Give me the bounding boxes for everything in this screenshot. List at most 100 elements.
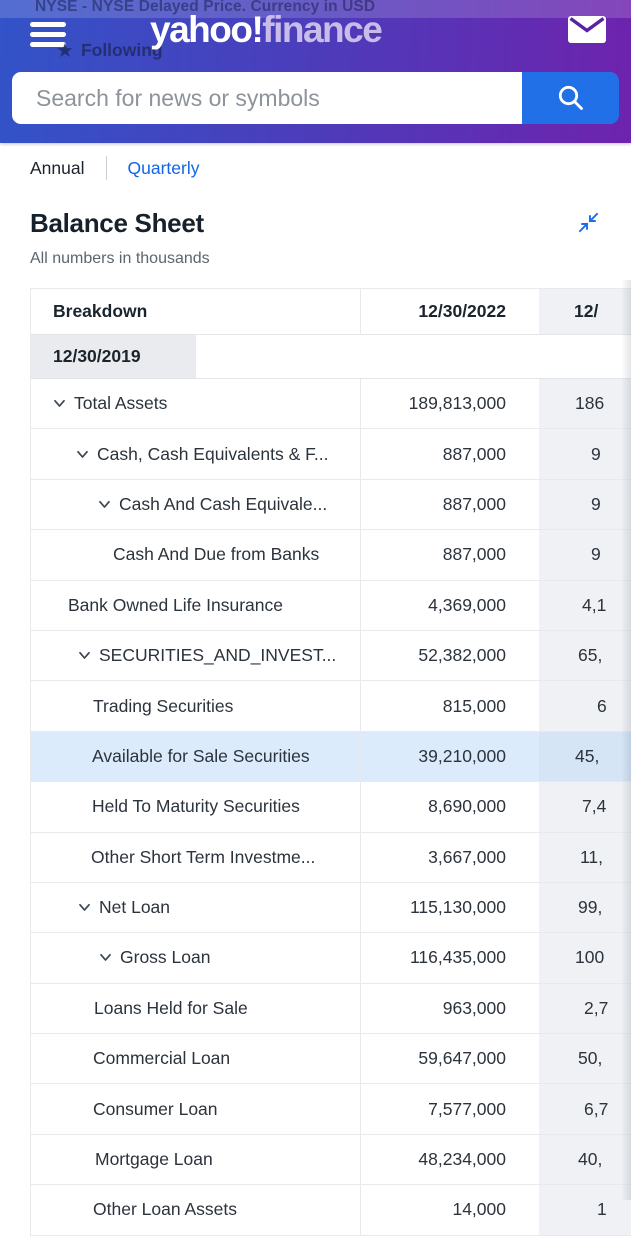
- col-header-date-2022[interactable]: 12/30/2022: [361, 289, 539, 334]
- row-label: Mortgage Loan: [95, 1149, 213, 1170]
- row-label: Cash And Due from Banks: [113, 544, 320, 565]
- chevron-down-icon[interactable]: [75, 447, 90, 462]
- page-content: Annual Quarterly Balance Sheet All numbe…: [0, 143, 631, 1236]
- row-value-2022: 815,000: [361, 681, 539, 731]
- chevron-down-icon[interactable]: [98, 950, 113, 965]
- row-value-next-partial: 99,: [539, 882, 631, 933]
- row-value-next-partial: 100: [539, 933, 631, 983]
- row-value-2022: 887,000: [361, 429, 539, 479]
- table-row[interactable]: Total Assets 189,813,000 186: [31, 379, 631, 430]
- chevron-down-icon[interactable]: [52, 396, 67, 411]
- row-label: Cash And Cash Equivale...: [119, 493, 328, 514]
- table-row[interactable]: SECURITIES_AND_INVEST... 52,382,000 65,: [31, 630, 631, 682]
- row-value-next-partial: 9: [539, 479, 631, 530]
- row-value-next-partial: 50,: [539, 1034, 631, 1084]
- table-row[interactable]: Cash And Cash Equivale... 887,000 9: [31, 479, 631, 531]
- row-value-2022: 59,647,000: [361, 1034, 539, 1084]
- row-value-2022: 189,813,000: [361, 379, 539, 429]
- row-label: Bank Owned Life Insurance: [68, 594, 283, 615]
- row-value-2022: 115,130,000: [361, 882, 539, 933]
- row-value-2022: 4,369,000: [361, 580, 539, 630]
- table-row[interactable]: Held To Maturity Securities 8,690,000 7,4: [31, 782, 631, 833]
- col-header-breakdown[interactable]: Breakdown: [31, 289, 361, 334]
- table-row[interactable]: Commercial Loan 59,647,000 50,: [31, 1034, 631, 1085]
- table-row[interactable]: Gross Loan 116,435,000 100: [31, 933, 631, 984]
- row-value-next-partial: 7,4: [539, 782, 631, 832]
- logo-finance: finance: [262, 9, 383, 50]
- tab-divider: [105, 156, 107, 180]
- chevron-down-icon[interactable]: [77, 648, 92, 663]
- collapse-icon: [578, 212, 599, 233]
- row-value-2022: 48,234,000: [361, 1134, 539, 1185]
- row-value-2022: 963,000: [361, 983, 539, 1034]
- ticker-exchange-info: NYSE - NYSE Delayed Price. Currency in U…: [35, 0, 376, 15]
- row-value-next-partial: 40,: [539, 1134, 631, 1185]
- row-label: Other Loan Assets: [93, 1199, 237, 1220]
- masthead: NYSE - NYSE Delayed Price. Currency in U…: [0, 0, 631, 143]
- table-row[interactable]: Bank Owned Life Insurance 4,369,000 4,1: [31, 580, 631, 631]
- table-row[interactable]: Trading Securities 815,000 6: [31, 681, 631, 732]
- row-value-next-partial: 186: [539, 379, 631, 429]
- table-row[interactable]: Consumer Loan 7,577,000 6,7: [31, 1084, 631, 1135]
- row-value-next-partial: 9: [539, 429, 631, 479]
- row-value-2022: 116,435,000: [361, 933, 539, 983]
- yahoo-finance-logo[interactable]: yahoo!finance: [150, 9, 383, 51]
- row-value-2022: 52,382,000: [361, 630, 539, 681]
- row-value-2022: 887,000: [361, 530, 539, 580]
- row-label: Gross Loan: [120, 947, 211, 968]
- following-label: Following: [80, 40, 163, 60]
- search-button[interactable]: [522, 72, 619, 124]
- row-label: Held To Maturity Securities: [92, 796, 300, 817]
- page-title: Balance Sheet: [30, 208, 204, 238]
- row-label: Trading Securities: [93, 695, 234, 716]
- row-value-next-partial: 11,: [539, 832, 631, 882]
- tab-annual[interactable]: Annual: [30, 157, 85, 178]
- tab-quarterly[interactable]: Quarterly: [127, 157, 200, 178]
- chevron-down-icon[interactable]: [97, 497, 112, 512]
- row-value-2022: 7,577,000: [361, 1084, 539, 1134]
- row-value-next-partial: 6: [539, 681, 631, 731]
- row-value-next-partial: 4,1: [539, 580, 631, 630]
- row-value-next-partial: 6,7: [539, 1084, 631, 1134]
- row-label: Consumer Loan: [93, 1098, 218, 1119]
- row-value-2022: 39,210,000: [361, 731, 539, 782]
- table-row[interactable]: Cash And Due from Banks 887,000 9: [31, 530, 631, 581]
- row-value-next-partial: 9: [539, 530, 631, 580]
- logo-yahoo: yahoo!: [150, 9, 264, 50]
- table-header-row: Breakdown 12/30/2022 12/: [31, 289, 631, 335]
- mail-icon[interactable]: [568, 16, 606, 43]
- row-label: Total Assets: [74, 393, 168, 414]
- table-body: Total Assets 189,813,000 186 Cash, Cash Equ…: [31, 379, 631, 1236]
- row-value-next-partial: 2,7: [539, 983, 631, 1034]
- table-row[interactable]: Other Loan Assets 14,000 1: [31, 1185, 631, 1236]
- row-value-next-partial: 45,: [539, 731, 631, 782]
- following-button[interactable]: ★ Following: [56, 40, 163, 61]
- row-value-2022: 3,667,000: [361, 832, 539, 882]
- row-value-2022: 887,000: [361, 479, 539, 530]
- row-value-2022: 14,000: [361, 1185, 539, 1235]
- table-row[interactable]: Net Loan 115,130,000 99,: [31, 882, 631, 934]
- search-input[interactable]: [12, 72, 522, 124]
- row-label: Cash, Cash Equivalents & F...: [97, 443, 329, 464]
- row-label: Net Loan: [99, 897, 171, 918]
- table-row[interactable]: Cash, Cash Equivalents & F... 887,000 9: [31, 429, 631, 480]
- star-icon: ★: [56, 39, 74, 62]
- table-row[interactable]: Mortgage Loan 48,234,000 40,: [31, 1134, 631, 1186]
- row-value-2022: 8,690,000: [361, 782, 539, 832]
- col-header-date-next[interactable]: 12/: [539, 289, 631, 334]
- col-header-date-2019[interactable]: 12/30/2019: [31, 335, 196, 378]
- chevron-down-icon[interactable]: [77, 900, 92, 915]
- units-note: All numbers in thousands: [30, 250, 210, 267]
- row-label: Other Short Term Investme...: [91, 846, 316, 867]
- search-bar: [12, 72, 619, 124]
- table-row[interactable]: Loans Held for Sale 963,000 2,7: [31, 983, 631, 1035]
- table-row[interactable]: Other Short Term Investme... 3,667,000 11,: [31, 832, 631, 883]
- table-row[interactable]: Available for Sale Securities 39,210,000 4…: [31, 731, 631, 783]
- period-tabs: Annual Quarterly: [30, 155, 631, 181]
- row-label: SECURITIES_AND_INVEST...: [99, 645, 337, 666]
- menu-icon[interactable]: [30, 22, 66, 48]
- collapse-button[interactable]: [576, 210, 601, 238]
- row-label: Loans Held for Sale: [94, 997, 248, 1018]
- row-value-next-partial: 65,: [539, 630, 631, 681]
- row-value-next-partial: 1: [539, 1185, 631, 1235]
